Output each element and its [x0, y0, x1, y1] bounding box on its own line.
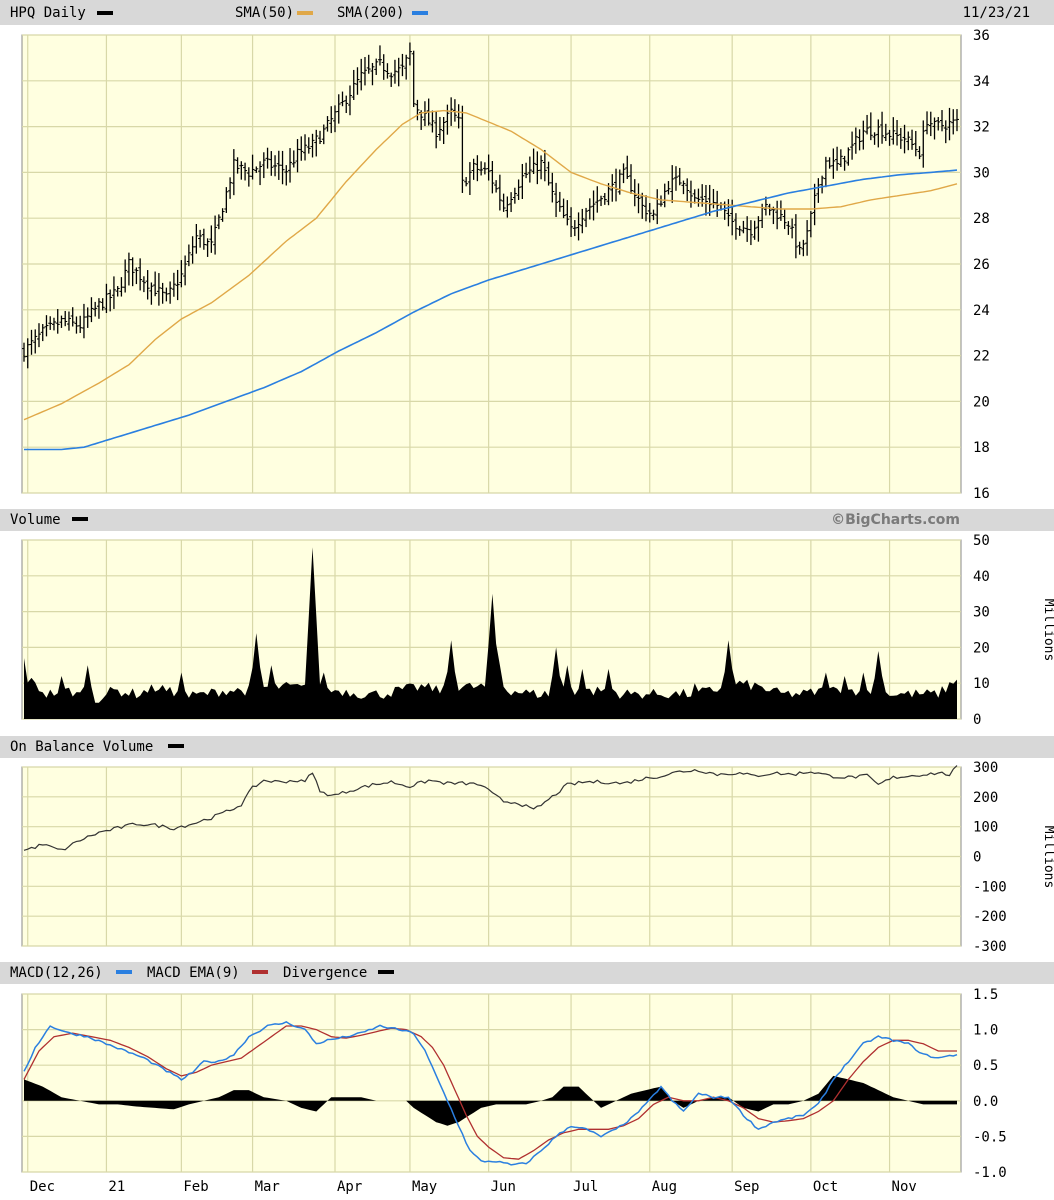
- y-tick-label: 200: [973, 790, 998, 806]
- macd-label: MACD(12,26): [10, 965, 103, 981]
- sma200-label: SMA(200): [337, 5, 404, 21]
- x-tick-label: Sep: [734, 1179, 759, 1195]
- x-axis: Dec 21 Feb Mar Apr May Jun Jul Aug Sep Oct Nov: [30, 1179, 917, 1195]
- y-tick-label: -0.5: [973, 1129, 1007, 1145]
- volume-legend-swatch: [72, 517, 88, 521]
- date-label: 11/23/21: [963, 5, 1030, 21]
- macd-y-axis: -1.0 -0.5 0.0 0.5 1.0 1.5: [973, 987, 1007, 1181]
- x-tick-label: Mar: [255, 1179, 280, 1195]
- macd-legend-swatch: [116, 970, 132, 974]
- price-grid: [22, 34, 961, 494]
- y-tick-label: 36: [973, 28, 990, 44]
- y-tick-label: 100: [973, 820, 998, 836]
- y-tick-label: 22: [973, 349, 990, 365]
- symbol-label: HPQ Daily: [10, 5, 86, 21]
- x-tick-label: 21: [108, 1179, 125, 1195]
- y-tick-label: 30: [973, 165, 990, 181]
- macd-ema-line: [23, 1025, 957, 1160]
- y-tick-label: 10: [973, 676, 990, 692]
- y-tick-label: 30: [973, 605, 990, 621]
- sma50-label: SMA(50): [235, 5, 294, 21]
- divergence-legend-swatch: [378, 970, 394, 974]
- obv-unit-label: Millions: [1041, 826, 1054, 889]
- y-tick-label: 32: [973, 120, 990, 136]
- sma200-legend-swatch: [412, 11, 428, 15]
- sma200-line: [24, 169, 958, 451]
- y-tick-label: -100: [973, 879, 1007, 895]
- obv-grid: [22, 766, 961, 947]
- y-tick-label: 26: [973, 257, 990, 273]
- y-tick-label: 1.0: [973, 1023, 998, 1039]
- volume-bars: [24, 547, 957, 719]
- macd-ema-label: MACD EMA(9): [147, 965, 240, 981]
- volume-title: Volume: [10, 512, 61, 528]
- x-tick-label: Jul: [573, 1179, 598, 1195]
- sma50-line: [23, 109, 958, 421]
- y-tick-label: 40: [973, 569, 990, 585]
- y-tick-label: -1.0: [973, 1165, 1007, 1181]
- y-tick-label: 1.5: [973, 987, 998, 1003]
- volume-y-axis: 0 10 20 30 40 50: [973, 533, 990, 728]
- x-tick-label: Dec: [30, 1179, 55, 1195]
- y-tick-label: 34: [973, 74, 990, 90]
- obv-title: On Balance Volume: [10, 739, 153, 755]
- x-tick-label: May: [412, 1179, 437, 1195]
- y-tick-label: 0: [973, 712, 981, 728]
- y-tick-label: 28: [973, 211, 990, 227]
- y-tick-label: 50: [973, 533, 990, 549]
- price-bars: [22, 42, 959, 369]
- price-y-axis: 16 18 20 22 24 26 28 30 32 34 36: [973, 28, 990, 502]
- bigcharts-watermark: ©BigCharts.com: [831, 512, 960, 528]
- macd-ema-legend-swatch: [252, 970, 268, 974]
- macd-line: [23, 1020, 958, 1166]
- x-tick-label: Aug: [652, 1179, 677, 1195]
- macd-grid: [22, 993, 961, 1173]
- volume-unit-label: Millions: [1041, 599, 1054, 662]
- y-tick-label: 0: [973, 850, 981, 866]
- x-tick-label: Oct: [813, 1179, 838, 1195]
- volume-header-bar: [0, 509, 1054, 531]
- x-tick-label: Nov: [892, 1179, 917, 1195]
- obv-header-bar: [0, 736, 1054, 758]
- x-tick-label: Feb: [183, 1179, 208, 1195]
- y-tick-label: 18: [973, 440, 990, 456]
- price-header-bar: [0, 0, 1054, 25]
- y-tick-label: 300: [973, 760, 998, 776]
- macd-panel: [21, 993, 962, 1173]
- y-tick-label: 20: [973, 394, 990, 410]
- y-tick-label: -300: [973, 939, 1007, 955]
- y-tick-label: 0.0: [973, 1094, 998, 1110]
- obv-line: [23, 765, 958, 851]
- y-tick-label: 24: [973, 303, 990, 319]
- x-tick-label: Jun: [491, 1179, 516, 1195]
- sma50-legend-swatch: [297, 11, 313, 15]
- symbol-legend-swatch: [97, 11, 113, 15]
- divergence-histogram: [24, 1075, 957, 1126]
- y-tick-label: 20: [973, 640, 990, 656]
- y-tick-label: 16: [973, 486, 990, 502]
- y-tick-label: -200: [973, 909, 1007, 925]
- x-tick-label: Apr: [337, 1179, 362, 1195]
- divergence-label: Divergence: [283, 965, 367, 981]
- obv-y-axis: -300 -200 -100 0 100 200 300: [973, 760, 1007, 955]
- obv-legend-swatch: [168, 744, 184, 748]
- y-tick-label: 0.5: [973, 1058, 998, 1074]
- macd-header-bar: [0, 962, 1054, 984]
